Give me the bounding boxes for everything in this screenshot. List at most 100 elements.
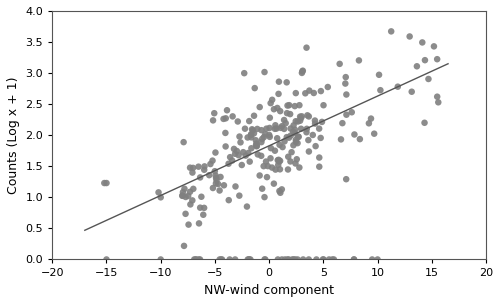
Point xyxy=(253,143,261,148)
Point xyxy=(434,100,442,105)
Point xyxy=(370,131,378,136)
Point xyxy=(252,138,260,143)
Point xyxy=(283,111,291,116)
Point xyxy=(433,94,441,99)
Point xyxy=(189,165,197,170)
Point xyxy=(186,202,194,207)
Point xyxy=(212,173,220,178)
Point xyxy=(262,159,270,164)
Point xyxy=(275,159,283,164)
Point xyxy=(239,150,247,155)
Point xyxy=(310,91,318,95)
Point xyxy=(260,135,268,140)
Point xyxy=(418,40,426,45)
Point xyxy=(291,104,299,109)
Point xyxy=(299,257,307,262)
Point xyxy=(212,178,220,182)
Point xyxy=(297,116,305,120)
Point xyxy=(320,103,328,108)
Point xyxy=(186,189,194,194)
Point xyxy=(247,133,255,137)
Point xyxy=(256,105,264,109)
Point xyxy=(200,164,208,169)
Point xyxy=(342,75,349,80)
Point xyxy=(268,97,276,102)
Point xyxy=(316,136,324,140)
Point xyxy=(424,77,432,81)
Point xyxy=(200,212,207,217)
Point xyxy=(311,121,319,126)
Point xyxy=(192,257,200,262)
Point xyxy=(228,158,236,163)
Point xyxy=(302,130,310,135)
Point xyxy=(285,103,293,108)
Point xyxy=(317,89,325,94)
Point xyxy=(273,136,281,141)
Point xyxy=(312,144,320,149)
Point xyxy=(276,190,284,195)
Point xyxy=(290,123,298,128)
Point xyxy=(234,153,242,158)
Point xyxy=(228,114,236,119)
Point xyxy=(188,198,196,203)
Point xyxy=(264,164,272,168)
Point xyxy=(260,257,268,262)
Point xyxy=(276,142,283,147)
Point xyxy=(246,257,254,262)
Point xyxy=(350,132,358,137)
Point xyxy=(226,257,234,262)
Point xyxy=(262,257,270,262)
Point xyxy=(276,158,284,163)
Point xyxy=(309,133,317,137)
Point xyxy=(184,194,192,199)
Point xyxy=(260,164,268,169)
Point xyxy=(305,114,313,119)
Point xyxy=(318,119,326,124)
Point xyxy=(274,157,282,162)
Point xyxy=(178,193,186,198)
Point xyxy=(216,257,224,262)
Point xyxy=(156,195,164,200)
Point xyxy=(244,150,252,155)
Point xyxy=(180,140,188,145)
Point xyxy=(252,143,260,147)
Point xyxy=(250,131,258,136)
Point xyxy=(394,84,402,89)
Point xyxy=(274,105,281,110)
Point xyxy=(270,107,278,112)
Point xyxy=(278,257,286,262)
Point xyxy=(376,88,384,93)
Point xyxy=(230,147,238,151)
Point xyxy=(209,118,217,123)
Point xyxy=(260,70,268,74)
Point xyxy=(205,173,213,178)
Point xyxy=(288,150,296,155)
Point xyxy=(282,80,290,85)
Point xyxy=(272,126,280,131)
Point xyxy=(284,103,292,108)
Point xyxy=(216,188,224,193)
Point xyxy=(433,57,441,62)
Point xyxy=(257,154,265,158)
Point xyxy=(284,167,292,172)
Point xyxy=(291,127,299,132)
Point xyxy=(282,121,290,126)
Point xyxy=(336,61,344,66)
Point xyxy=(223,108,231,113)
Point xyxy=(291,257,299,262)
Point xyxy=(303,126,311,131)
X-axis label: NW-wind component: NW-wind component xyxy=(204,284,334,297)
Point xyxy=(267,146,275,150)
Point xyxy=(278,145,286,150)
Point xyxy=(355,58,363,63)
Point xyxy=(406,34,413,39)
Point xyxy=(220,116,228,121)
Point xyxy=(156,257,164,262)
Point xyxy=(302,45,310,50)
Point xyxy=(231,151,239,156)
Point xyxy=(408,89,416,94)
Point xyxy=(293,157,301,162)
Point xyxy=(324,85,332,89)
Point xyxy=(248,135,256,140)
Point xyxy=(248,127,256,132)
